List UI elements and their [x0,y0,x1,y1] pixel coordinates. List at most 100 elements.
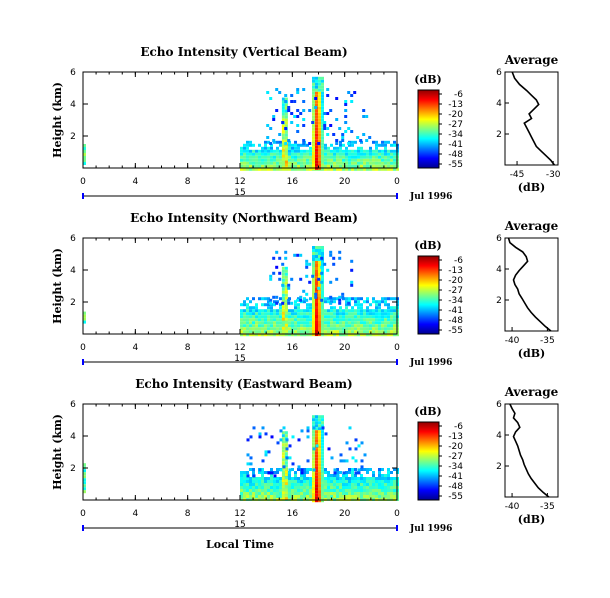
heatmap-cell [327,330,330,334]
heatmap-cell [333,474,336,477]
x-axis-title: Local Time [206,538,274,551]
heatmap-cell [312,288,315,291]
average-y-tick-label: 4 [496,265,502,275]
x-tick-label: 20 [339,177,351,187]
heatmap-cell [318,475,321,479]
heatmap-cell [333,158,336,162]
y-axis-title: Height (km) [51,248,64,324]
heatmap-cell [372,149,375,153]
heatmap-cell [384,324,387,328]
heatmap-cell [339,140,342,144]
heatmap-cell [246,149,249,153]
heatmap-cell [357,146,360,150]
heatmap-cell [315,267,318,270]
heatmap-cell [360,492,363,495]
heatmap-cell [318,106,321,110]
heatmap-cell [339,477,342,480]
heatmap-cell [393,140,396,144]
heatmap-cell [312,433,315,437]
heatmap-cell [296,88,300,91]
heatmap-cell [324,146,327,150]
heatmap-cell [246,462,250,466]
heatmap-cell [261,158,264,162]
heatmap-cell [312,460,315,464]
y-tick-label: 4 [70,432,76,442]
heatmap-cell [312,249,315,252]
colorbar-tick-label: -48 [448,316,463,326]
heatmap-cell [249,495,252,498]
heatmap-cell [348,152,351,156]
heatmap-cell [336,149,339,153]
heatmap-cell [378,333,381,337]
heatmap-cell [284,440,288,444]
heatmap-cell [387,483,390,486]
heatmap-cell [324,495,327,498]
heatmap-cell [320,298,324,302]
heatmap-cell [240,155,243,159]
heatmap-cell [333,300,336,304]
heatmap-cell [309,492,312,495]
heatmap-cell [273,158,276,162]
heatmap-cell [273,300,276,304]
heatmap-cell [381,483,384,486]
heatmap-cell [381,474,384,477]
heatmap-cell [306,149,309,153]
heatmap-cell [83,162,86,165]
heatmap-cell [261,309,264,313]
heatmap-cell [273,330,276,334]
heatmap-cell [318,163,321,167]
heatmap-cell [315,321,318,324]
heatmap-cell [375,486,378,489]
heatmap-cell [284,139,288,143]
heatmap-cell [315,427,318,431]
heatmap-cell [329,301,333,305]
heatmap-cell [246,480,249,483]
heatmap-cell [288,330,291,334]
heatmap-cell [267,303,270,307]
heatmap-cell [336,324,339,328]
heatmap-cell [258,167,261,171]
heatmap-cell [375,164,378,168]
heatmap-cell [309,489,312,492]
heatmap-cell [315,79,318,83]
heatmap-cell [284,124,288,128]
heatmap-cell [297,146,300,150]
heatmap-cell [384,492,387,495]
heatmap-cell [276,315,279,319]
panel-3: Echo Intensity (Eastward Beam)Height (km… [51,377,559,534]
heatmap-cell [342,152,345,156]
heatmap-cell [393,167,396,171]
heatmap-cell [315,258,318,261]
heatmap-cell [270,152,273,156]
heatmap-cell [372,312,375,316]
heatmap-cell [291,309,294,313]
heatmap-cell [281,491,285,495]
heatmap-cell [342,312,345,316]
heatmap-cell [372,333,375,337]
heatmap-cell [318,273,321,276]
heatmap-cell [252,471,255,474]
heatmap-cell [309,495,312,498]
heatmap-cell [318,490,321,494]
heatmap-cell [390,306,393,310]
heatmap-cell [360,149,363,153]
heatmap-cell [360,318,363,322]
heatmap-cell [315,94,318,98]
heatmap-cell [284,106,288,110]
heatmap-cell [321,415,324,419]
heatmap-cell [357,327,360,331]
heatmap-cell [300,429,304,433]
heatmap-cell [327,486,330,489]
heatmap-cell [243,321,246,325]
heatmap-cell [339,324,342,328]
heatmap-cell [275,265,279,269]
heatmap-cell [384,143,387,147]
heatmap-cell [336,321,339,325]
heatmap-cell [281,293,285,297]
heatmap-cell [297,152,300,156]
heatmap-cell [372,167,375,171]
heatmap-cell [315,487,318,491]
heatmap-cell [284,94,288,97]
heatmap-cell [315,136,318,140]
heatmap-cell [300,495,303,498]
